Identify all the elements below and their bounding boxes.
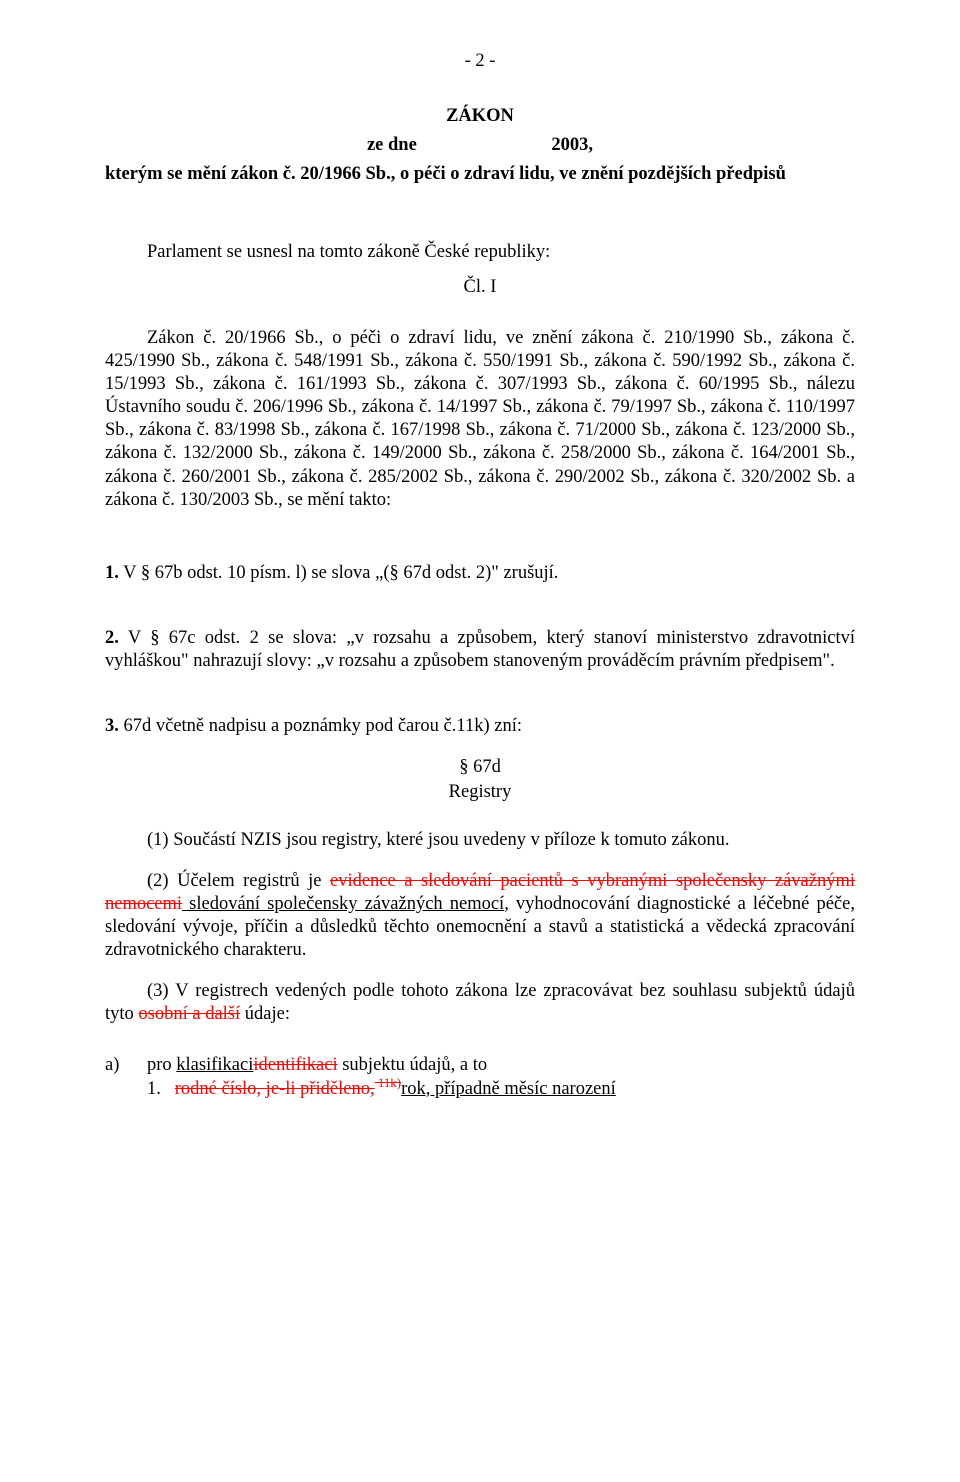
item-number: 2.: [105, 628, 119, 648]
item-text: V § 67c odst. 2 se slova: „v rozsahu a z…: [105, 628, 855, 671]
section-para-1: (1) Součástí NZIS jsou registry, které j…: [105, 829, 855, 852]
section-title: Registry: [105, 781, 855, 804]
item-number: 3.: [105, 716, 119, 736]
amendment-preamble: Zákon č. 20/1966 Sb., o péči o zdraví li…: [105, 327, 855, 512]
para2-inserted-text: sledování společensky závažných nemocí: [182, 894, 504, 914]
para3-deleted-text: osobní a další: [138, 1004, 240, 1024]
date-left: ze dne: [367, 134, 417, 157]
list-item-a: a)pro klasifikaciidentifikaci subjektu ú…: [105, 1054, 855, 1077]
sub1-label: 1.: [147, 1079, 161, 1099]
list-a-label: a): [105, 1054, 147, 1077]
section-head: § 67d: [105, 756, 855, 779]
list-a-inserted: klasifikaci: [176, 1055, 253, 1075]
amendment-item-2: 2. V § 67c odst. 2 se slova: „v rozsahu …: [105, 627, 855, 673]
page-number: - 2 -: [105, 50, 855, 73]
list-a-tail: subjektu údajů, a to: [338, 1055, 488, 1075]
article-number: Čl. I: [105, 276, 855, 299]
sub1-inserted: rok, případně měsíc narození: [401, 1079, 616, 1099]
amendment-item-1: 1. V § 67b odst. 10 písm. l) se slova „(…: [105, 562, 855, 585]
date-line: ze dne 2003,: [105, 134, 855, 157]
sub1-deleted: rodné číslo, je-li přiděleno,: [175, 1079, 375, 1099]
para3-tail: údaje:: [240, 1004, 290, 1024]
sub1-footnote-ref: 11k): [375, 1074, 401, 1089]
item-number: 1.: [105, 563, 119, 583]
list-a-lead: pro: [147, 1055, 176, 1075]
section-para-3: (3) V registrech vedených podle tohoto z…: [105, 980, 855, 1026]
list-sub-item-1: 1. rodné číslo, je-li přiděleno, 11k)rok…: [147, 1078, 855, 1101]
amendment-item-3: 3. 67d včetně nadpisu a poznámky pod čar…: [105, 715, 855, 738]
item-text: V § 67b odst. 10 písm. l) se slova „(§ 6…: [119, 563, 559, 583]
list-a-deleted: identifikaci: [253, 1055, 337, 1075]
para2-lead: (2) Účelem registrů je: [147, 871, 330, 891]
parliament-line: Parlament se usnesl na tomto zákoně Česk…: [105, 241, 855, 264]
law-heading: ZÁKON: [446, 106, 514, 126]
section-para-2: (2) Účelem registrů je evidence a sledov…: [105, 870, 855, 963]
date-right: 2003,: [551, 134, 593, 157]
law-subject: kterým se mění zákon č. 20/1966 Sb., o p…: [105, 163, 855, 186]
item-text: 67d včetně nadpisu a poznámky pod čarou …: [119, 716, 522, 736]
